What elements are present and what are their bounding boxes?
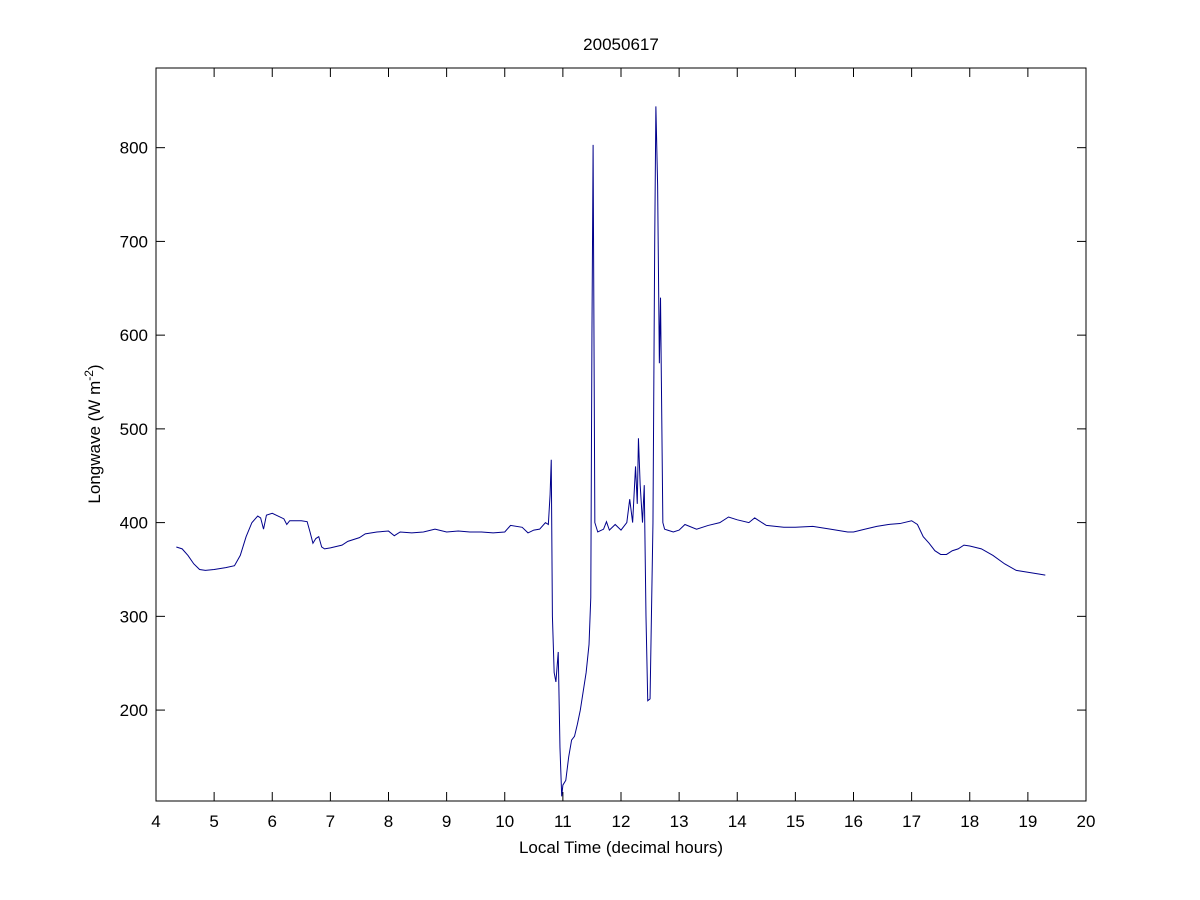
y-axis-label: Longwave (W m-2) bbox=[82, 364, 104, 503]
x-tick-label: 9 bbox=[442, 812, 451, 831]
x-tick-label: 7 bbox=[326, 812, 335, 831]
y-label-text: Longwave (W m bbox=[85, 381, 104, 504]
y-tick-label: 200 bbox=[120, 701, 148, 720]
x-tick-label: 18 bbox=[960, 812, 979, 831]
y-label-sup: -2 bbox=[82, 370, 96, 381]
y-tick-label: 300 bbox=[120, 607, 148, 626]
y-tick-label: 500 bbox=[120, 420, 148, 439]
x-axis-label: Local Time (decimal hours) bbox=[519, 838, 723, 857]
data-line bbox=[176, 106, 1046, 797]
x-tick-label: 20 bbox=[1077, 812, 1096, 831]
x-tick-label: 5 bbox=[209, 812, 218, 831]
x-tick-label: 8 bbox=[384, 812, 393, 831]
y-tick-label: 400 bbox=[120, 514, 148, 533]
x-tick-label: 16 bbox=[844, 812, 863, 831]
x-tick-label: 17 bbox=[902, 812, 921, 831]
x-tick-label: 11 bbox=[554, 812, 572, 831]
y-tick-label: 600 bbox=[120, 326, 148, 345]
x-tick-label: 6 bbox=[268, 812, 277, 831]
chart-title: 20050617 bbox=[583, 35, 659, 54]
x-tick-label: 14 bbox=[728, 812, 747, 831]
x-tick-label: 12 bbox=[612, 812, 631, 831]
y-tick-label: 700 bbox=[120, 232, 148, 251]
x-tick-label: 19 bbox=[1018, 812, 1037, 831]
x-tick-label: 4 bbox=[151, 812, 160, 831]
x-tick-label: 13 bbox=[670, 812, 689, 831]
y-label-end: ) bbox=[85, 364, 104, 370]
x-tick-label: 15 bbox=[786, 812, 805, 831]
x-tick-label: 10 bbox=[495, 812, 514, 831]
y-tick-label: 800 bbox=[120, 139, 148, 158]
